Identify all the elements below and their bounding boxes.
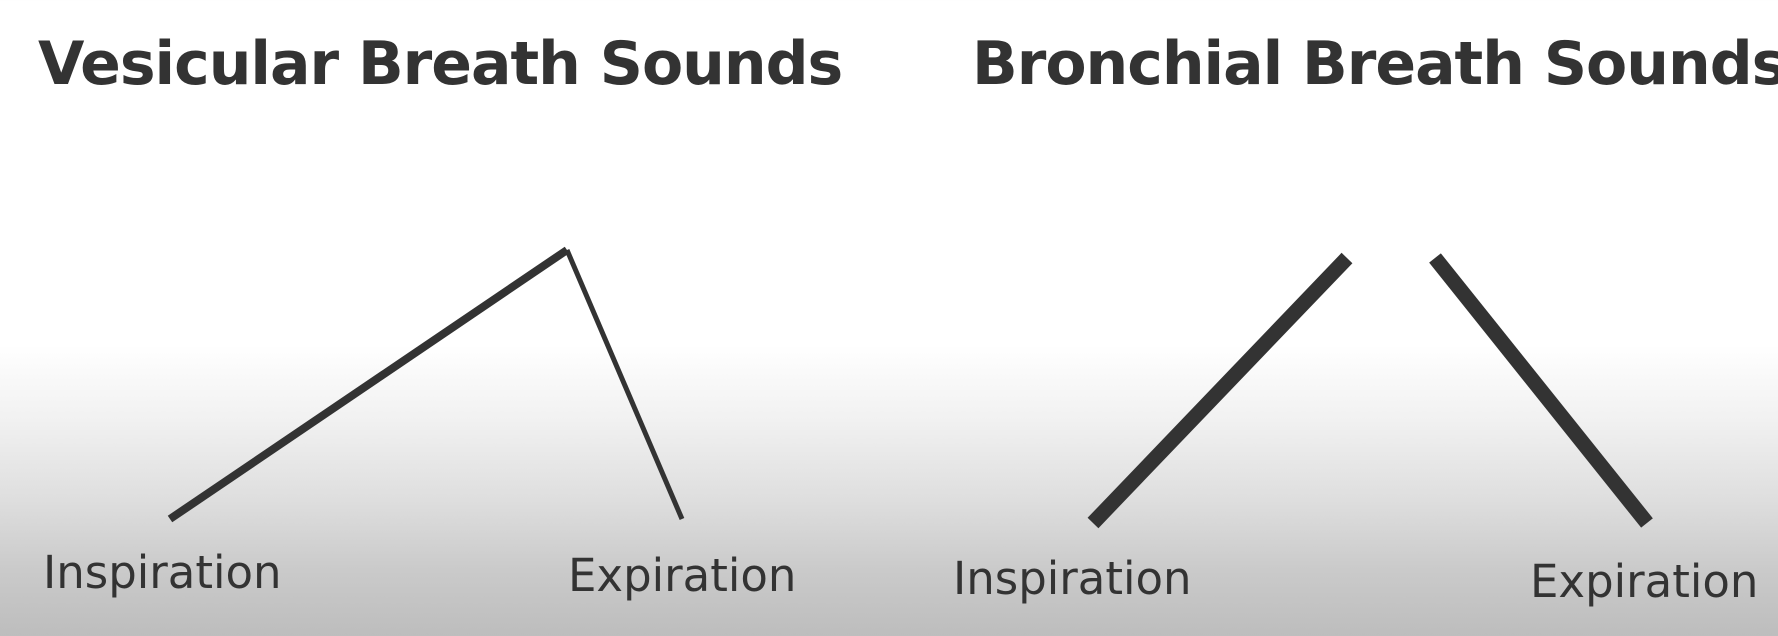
vesicular-expiration-line: [564, 249, 685, 520]
vesicular-inspiration-label: Inspiration: [43, 546, 282, 599]
vesicular-inspiration-line: [167, 246, 570, 523]
bronchial-expiration-label: Expiration: [1530, 555, 1759, 608]
vesicular-title: Vesicular Breath Sounds: [38, 29, 843, 99]
bronchial-inspiration-line: [1087, 252, 1353, 529]
bronchial-inspiration-label: Inspiration: [953, 552, 1192, 605]
bronchial-expiration-line: [1429, 253, 1653, 528]
bronchial-title: Bronchial Breath Sounds: [972, 29, 1778, 99]
vesicular-expiration-label: Expiration: [568, 549, 797, 602]
